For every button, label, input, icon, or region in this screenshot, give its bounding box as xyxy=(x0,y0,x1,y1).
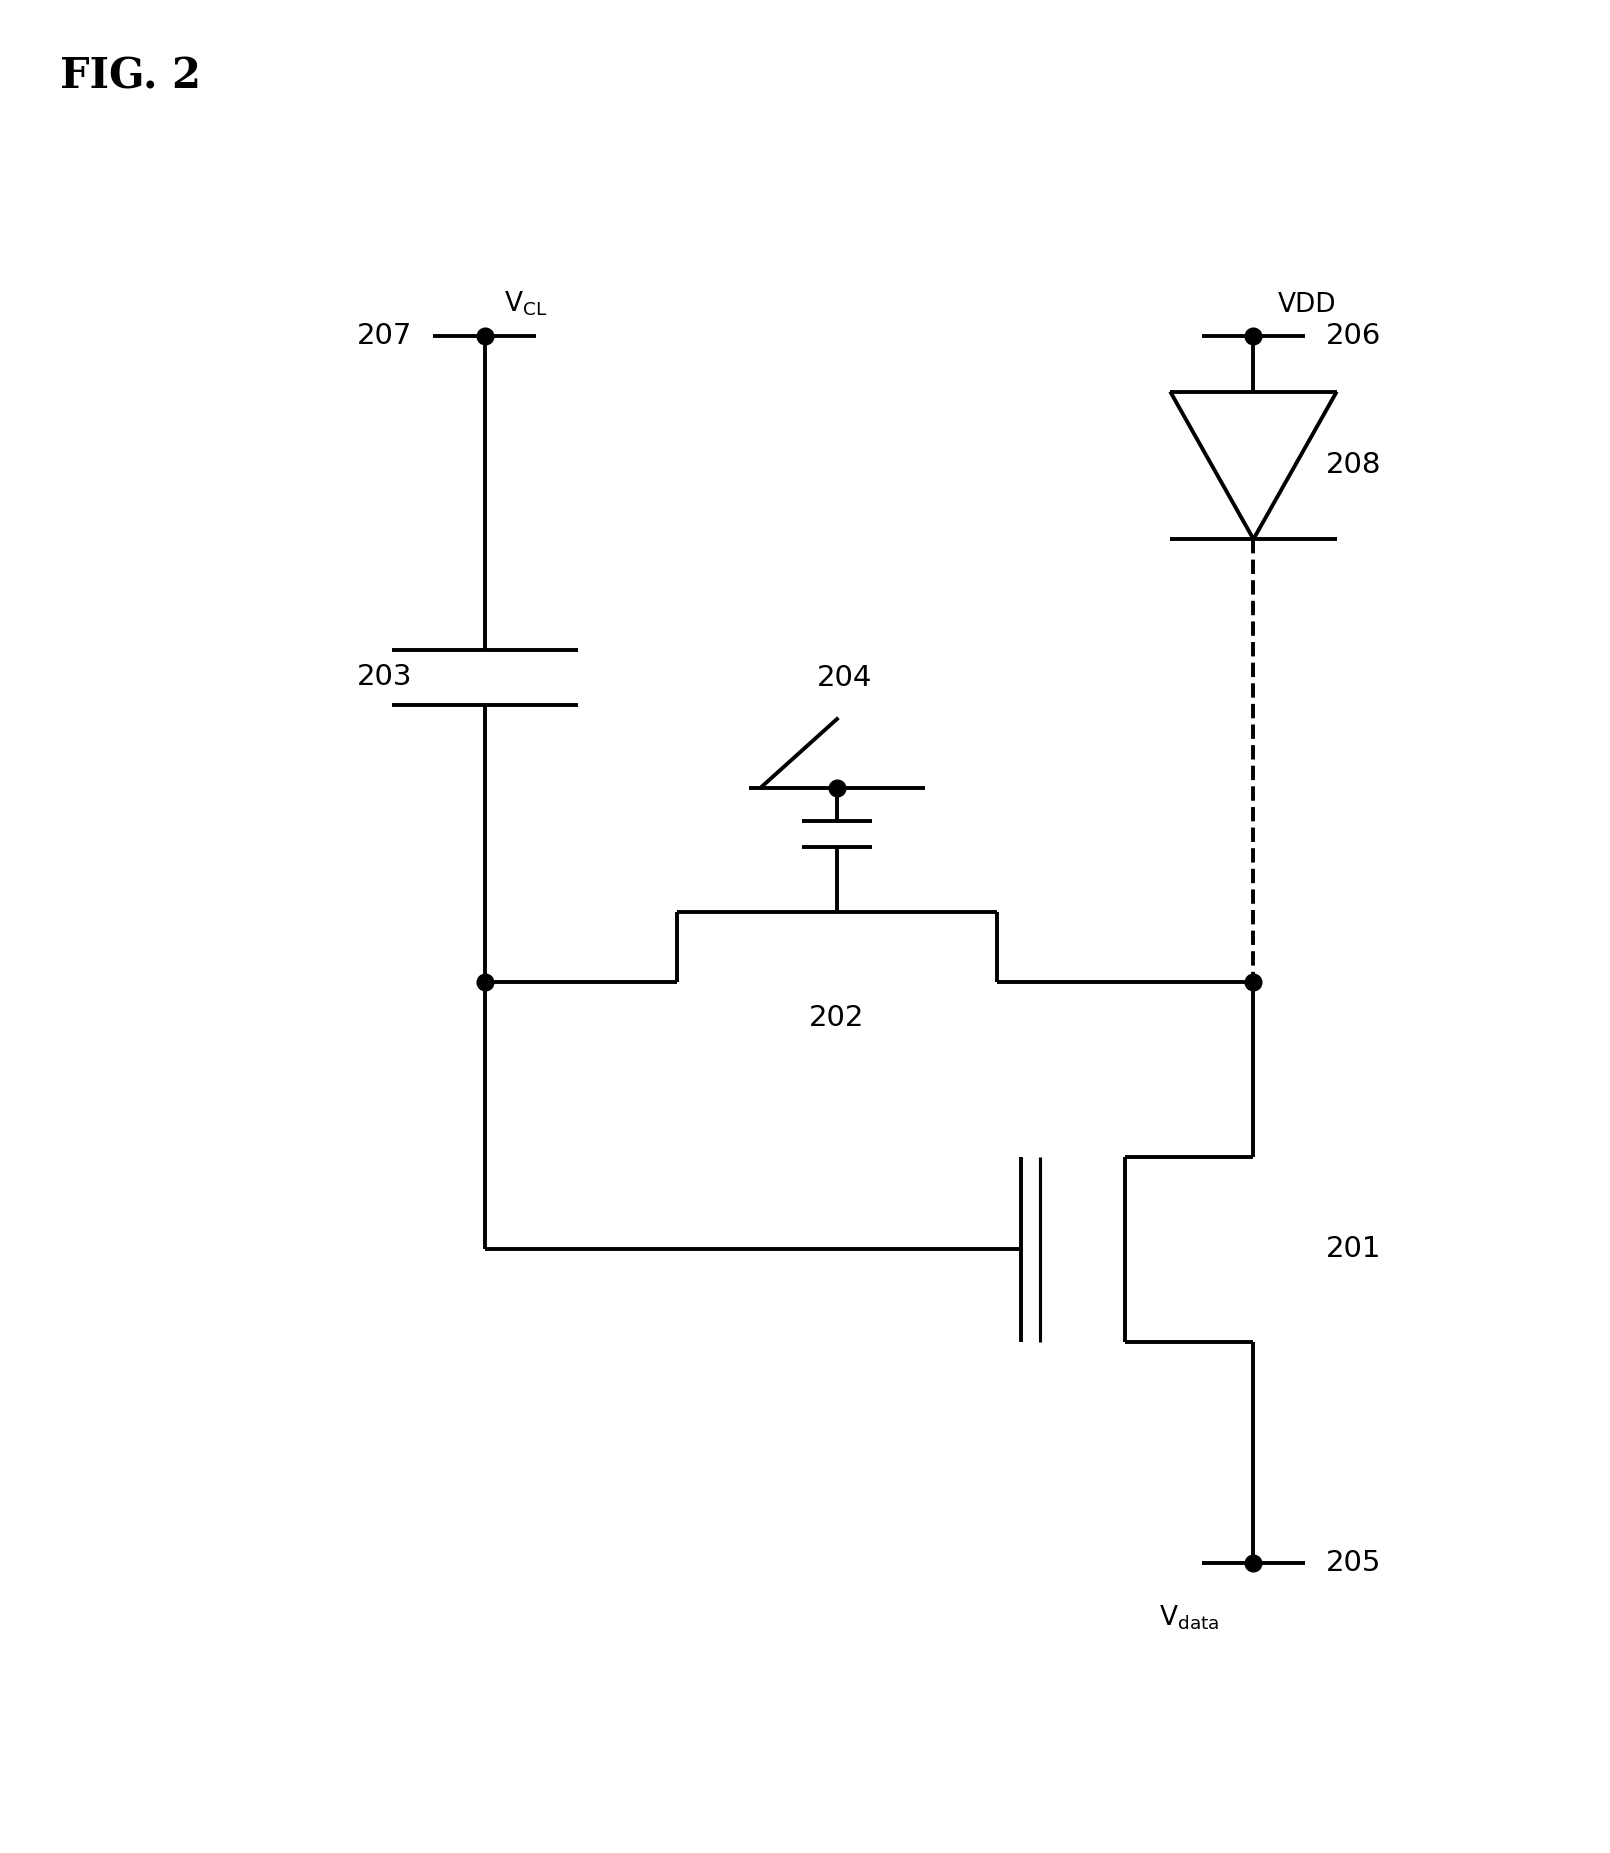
Text: 204: 204 xyxy=(818,663,873,693)
Text: 207: 207 xyxy=(357,322,412,350)
Text: 205: 205 xyxy=(1325,1549,1381,1577)
Text: 208: 208 xyxy=(1325,452,1381,480)
Text: FIG. 2: FIG. 2 xyxy=(60,56,201,98)
Text: 202: 202 xyxy=(810,1004,865,1032)
Text: VDD: VDD xyxy=(1277,291,1336,317)
Text: 206: 206 xyxy=(1325,322,1381,350)
Text: 203: 203 xyxy=(357,663,412,691)
Text: V$_{\mathsf{CL}}$: V$_{\mathsf{CL}}$ xyxy=(504,289,547,317)
Text: V$_{\mathsf{data}}$: V$_{\mathsf{data}}$ xyxy=(1159,1603,1219,1632)
Text: 201: 201 xyxy=(1325,1236,1381,1264)
